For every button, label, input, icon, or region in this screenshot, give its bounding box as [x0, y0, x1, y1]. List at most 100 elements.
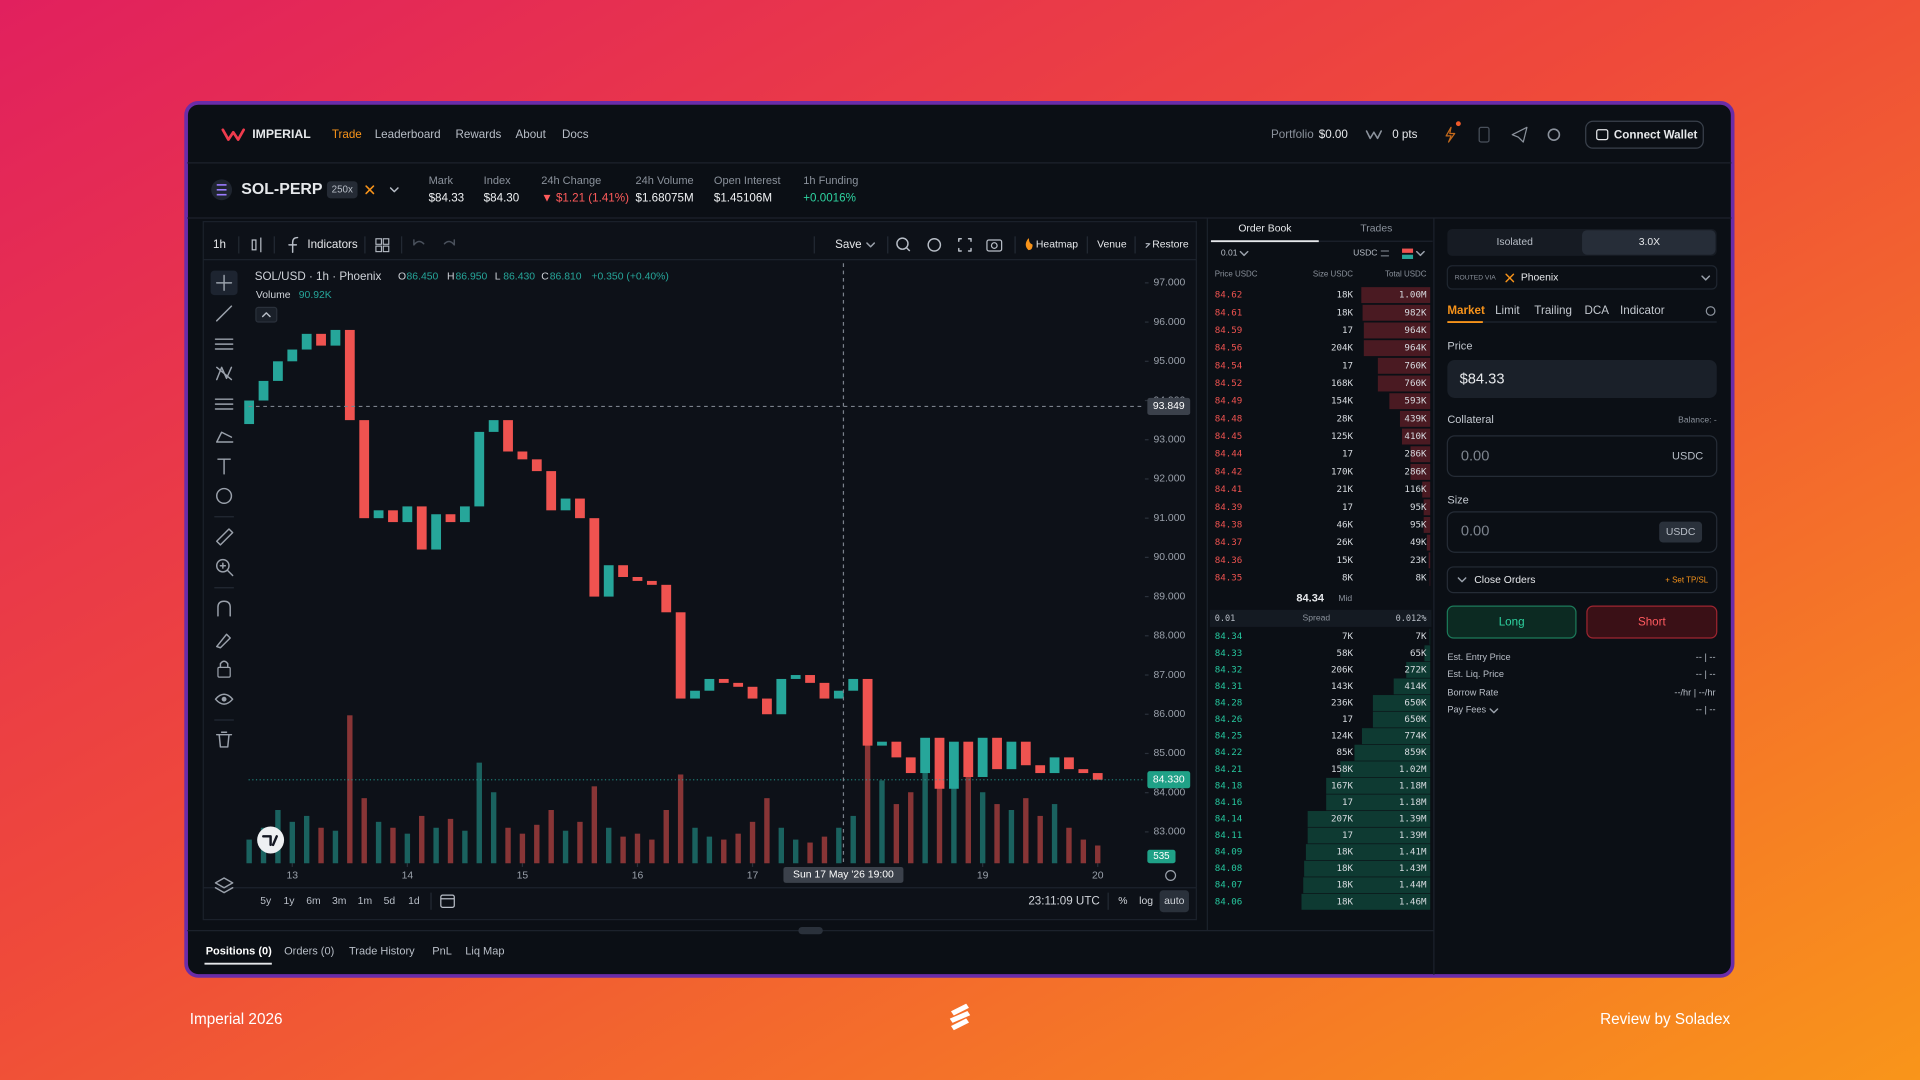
- routing-select[interactable]: [1446, 265, 1718, 290]
- volume-bar: [692, 827, 698, 864]
- book-size: 26K: [1336, 537, 1353, 548]
- nav-link[interactable]: Rewards: [456, 128, 502, 141]
- book-tab[interactable]: Order Book: [1238, 224, 1292, 235]
- candle-body: [862, 678, 873, 746]
- volume-bar: [634, 833, 641, 864]
- book-size: 204K: [1331, 343, 1354, 354]
- order-type-tab[interactable]: Limit: [1495, 304, 1520, 317]
- depth-bar: [1389, 393, 1431, 410]
- depth-bar: [1393, 678, 1431, 695]
- emoji-tool: [216, 487, 233, 504]
- depth-bar: [1307, 811, 1431, 827]
- leverage-toggle-active[interactable]: [1582, 230, 1716, 255]
- depth-bar: [1361, 287, 1431, 304]
- order-type-tab[interactable]: Trailing: [1534, 304, 1572, 317]
- collateral-input[interactable]: [1446, 435, 1718, 477]
- candle-body: [934, 737, 945, 789]
- book-price: 84.59: [1215, 325, 1243, 336]
- depth-bar: [1326, 794, 1431, 811]
- range-button[interactable]: 5d: [384, 896, 396, 907]
- book-price: 84.49: [1215, 396, 1243, 407]
- book-total: 774K: [1404, 731, 1427, 742]
- last-price-label: 84.330: [1153, 774, 1185, 785]
- camera-icon: [990, 242, 998, 249]
- range-button[interactable]: 1y: [283, 896, 295, 907]
- short-button[interactable]: [1586, 605, 1718, 639]
- candle-body: [1035, 765, 1046, 774]
- heatmap-button[interactable]: Heatmap: [1036, 240, 1078, 251]
- depth-bar: [1423, 499, 1431, 516]
- nav-link[interactable]: About: [516, 128, 547, 141]
- close-orders-row[interactable]: [1446, 566, 1718, 594]
- range-button[interactable]: 3m: [332, 896, 346, 907]
- size-unit-button[interactable]: [1659, 521, 1703, 543]
- margin-mode[interactable]: Isolated: [1496, 237, 1533, 248]
- restore-button[interactable]: Restore: [1152, 240, 1189, 251]
- book-total: 1.02M: [1399, 764, 1427, 775]
- venue-button[interactable]: Venue: [1097, 240, 1127, 251]
- depth-bar: [1377, 375, 1431, 392]
- range-button[interactable]: 6m: [306, 896, 320, 907]
- book-size: 154K: [1331, 396, 1354, 407]
- spread-tick: 0.01: [1215, 614, 1236, 624]
- nav-link[interactable]: Docs: [562, 128, 589, 141]
- layout-icon: [375, 238, 382, 245]
- range-button[interactable]: 1m: [358, 896, 372, 907]
- indicators-button[interactable]: Indicators: [307, 238, 358, 251]
- scale-button[interactable]: %: [1118, 896, 1127, 907]
- connect-wallet-button[interactable]: [1585, 120, 1704, 149]
- set-tpsl[interactable]: + Set TP/SL: [1665, 576, 1708, 585]
- candle-body: [503, 420, 513, 452]
- resize-handle: [798, 926, 823, 935]
- depth-bar: [1429, 628, 1431, 645]
- short-label[interactable]: Short: [1638, 616, 1667, 629]
- bottom-tab[interactable]: Trade History: [349, 945, 415, 957]
- size-placeholder: 0.00: [1461, 523, 1490, 539]
- interval-button[interactable]: 1h: [213, 238, 226, 251]
- book-size: 15K: [1336, 555, 1353, 566]
- price-input[interactable]: [1447, 360, 1717, 398]
- book-tab[interactable]: Trades: [1360, 224, 1392, 235]
- save-button[interactable]: Save: [835, 238, 862, 251]
- depth-bar: [1399, 410, 1431, 427]
- long-label[interactable]: Long: [1499, 616, 1525, 629]
- order-type-tab[interactable]: Indicator: [1620, 304, 1665, 317]
- volume-bar: [361, 798, 367, 864]
- brand-name: IMPERIAL: [252, 127, 311, 141]
- routed-venue: Phoenix: [1521, 273, 1559, 284]
- bottom-tab[interactable]: PnL: [432, 945, 452, 957]
- range-button[interactable]: 5y: [260, 896, 272, 907]
- collapse-legend-button[interactable]: [255, 306, 278, 323]
- stat-value: $84.33: [429, 191, 465, 204]
- depth-bar: [1377, 357, 1431, 374]
- candle-body: [819, 682, 830, 699]
- crosshair-price-label: 93.849: [1153, 401, 1185, 412]
- bottom-tab[interactable]: Positions (0): [206, 945, 272, 957]
- scale-button[interactable]: auto: [1164, 896, 1184, 907]
- long-button[interactable]: [1446, 605, 1577, 639]
- layout-icon: [382, 238, 390, 245]
- nav-link[interactable]: Leaderboard: [375, 128, 441, 141]
- tick-size[interactable]: 0.01: [1221, 248, 1238, 258]
- connect-wallet-label[interactable]: Connect Wallet: [1614, 128, 1698, 141]
- ohlc-value: 86.430: [503, 271, 535, 282]
- volume-bar: [721, 839, 727, 864]
- size-input[interactable]: [1446, 511, 1718, 553]
- book-size: 17: [1342, 325, 1353, 336]
- book-total: 116K: [1404, 484, 1427, 495]
- ohlc-label: L: [495, 271, 501, 282]
- candle-body: [948, 741, 959, 789]
- quote-currency[interactable]: USDC: [1353, 248, 1377, 258]
- nav-link[interactable]: Trade: [332, 128, 362, 141]
- order-type-tab[interactable]: Market: [1447, 304, 1485, 317]
- leverage-value[interactable]: 3.0X: [1639, 237, 1660, 248]
- bottom-tab[interactable]: Orders (0): [284, 945, 334, 957]
- volume-bar: [577, 821, 583, 864]
- order-type-tab[interactable]: DCA: [1584, 304, 1609, 317]
- depth-bar: [1372, 711, 1431, 728]
- bottom-tab[interactable]: Liq Map: [465, 945, 504, 957]
- mid-price: 84.34: [1296, 593, 1324, 605]
- ohlc-label: O: [398, 271, 406, 282]
- scale-button[interactable]: log: [1139, 896, 1153, 907]
- range-button[interactable]: 1d: [408, 896, 420, 907]
